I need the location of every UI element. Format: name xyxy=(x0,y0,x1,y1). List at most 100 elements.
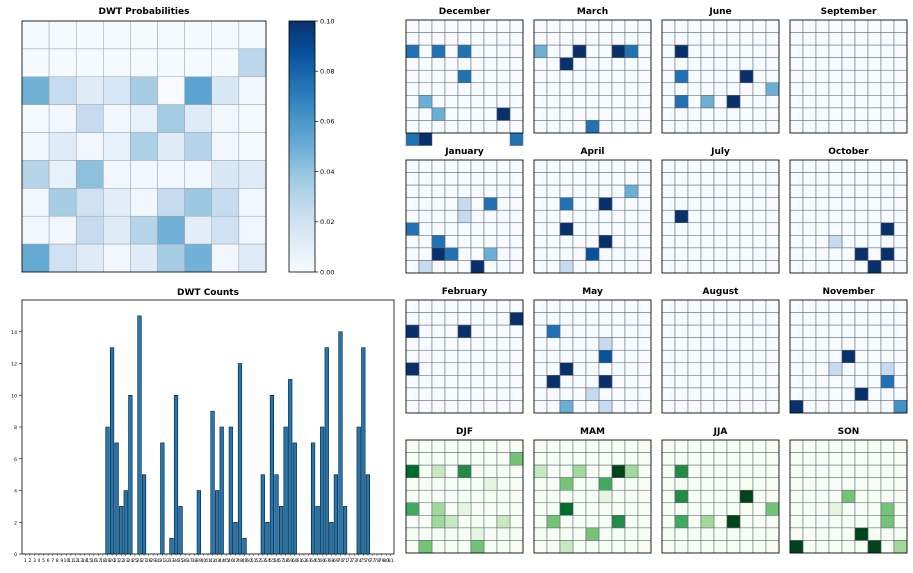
grid-cell xyxy=(713,172,728,186)
grid-cell xyxy=(802,159,817,173)
grid-cell xyxy=(624,260,639,274)
grid-cell xyxy=(687,107,702,121)
grid-cell xyxy=(765,184,780,198)
grid-cell xyxy=(611,209,626,224)
grid-cell xyxy=(700,260,715,274)
grid-cell xyxy=(687,32,702,46)
grid-cell xyxy=(867,32,882,46)
grid-cell xyxy=(624,120,639,134)
grid-cell xyxy=(789,324,804,338)
count-bar xyxy=(160,442,165,555)
grid-cell xyxy=(854,32,869,46)
count-bar xyxy=(356,426,361,555)
grid-cell xyxy=(752,69,767,84)
grid-cell xyxy=(418,44,433,58)
grid-cell xyxy=(431,69,446,84)
filled-cell xyxy=(585,527,600,541)
grid-cell xyxy=(828,439,843,453)
grid-cell xyxy=(509,222,524,236)
grid-cell xyxy=(598,95,613,109)
y-tick-label: 2 xyxy=(14,520,17,526)
grid-cell xyxy=(418,464,433,478)
grid-cell xyxy=(585,324,600,338)
month-frame xyxy=(661,299,780,414)
count-bar xyxy=(233,522,238,555)
grid-cell xyxy=(752,452,767,466)
heat-cell xyxy=(48,160,77,189)
grid-cell xyxy=(789,375,804,389)
grid-cell xyxy=(546,44,561,58)
grid-cell xyxy=(726,120,741,134)
grid-cell xyxy=(418,400,433,414)
x-tick-label: 58 xyxy=(283,558,289,564)
grid-cell xyxy=(893,82,908,96)
grid-cell xyxy=(546,337,561,351)
grid-cell xyxy=(739,172,754,186)
x-tick-label: 65 xyxy=(315,558,321,564)
grid-cell xyxy=(867,82,882,96)
filled-cell xyxy=(739,69,754,84)
heat-cell xyxy=(75,160,104,189)
grid-cell xyxy=(598,82,613,96)
heat-cell xyxy=(103,48,131,78)
grid-cell xyxy=(726,464,741,478)
month-frame xyxy=(789,299,908,414)
grid-cell xyxy=(509,172,524,186)
grid-cell xyxy=(867,312,882,326)
grid-cell xyxy=(509,502,524,516)
filled-cell xyxy=(624,44,639,58)
x-tick-label: 13 xyxy=(77,558,83,564)
grid-cell xyxy=(880,477,895,491)
grid-cell xyxy=(624,312,639,326)
heat-cell xyxy=(238,188,267,217)
grid-cell xyxy=(739,337,754,351)
grid-cell xyxy=(713,222,728,236)
grid-cell xyxy=(431,299,446,313)
filled-cell xyxy=(483,197,498,211)
grid-cell xyxy=(444,464,459,478)
colorbar-tick-label: 0.02 xyxy=(320,218,334,226)
grid-cell xyxy=(496,337,511,351)
grid-cell xyxy=(880,172,895,186)
grid-cell xyxy=(802,515,817,529)
grid-cell xyxy=(841,502,856,516)
grid-cell xyxy=(815,540,830,554)
heat-cell xyxy=(157,20,185,50)
count-bar xyxy=(219,426,224,555)
grid-cell xyxy=(841,452,856,466)
grid-cell xyxy=(470,95,485,109)
grid-cell xyxy=(457,337,472,351)
grid-cell xyxy=(483,95,498,109)
grid-cell xyxy=(854,540,869,554)
filled-cell xyxy=(496,515,511,529)
grid-cell xyxy=(483,172,498,186)
count-bar xyxy=(265,522,270,555)
grid-cell xyxy=(893,247,908,261)
filled-cell xyxy=(598,477,613,491)
filled-cell xyxy=(405,362,420,376)
grid-cell xyxy=(854,159,869,173)
grid-cell xyxy=(765,209,780,224)
grid-cell xyxy=(661,312,676,326)
grid-cell xyxy=(572,159,587,173)
grid-cell xyxy=(546,184,561,198)
filled-cell xyxy=(457,69,472,84)
x-tick-label: 25 xyxy=(132,558,138,564)
grid-cell xyxy=(661,247,676,261)
grid-cell xyxy=(739,32,754,46)
grid-cell xyxy=(726,349,741,364)
x-tick-label: 39 xyxy=(196,558,202,564)
grid-cell xyxy=(752,527,767,541)
month-title: SON xyxy=(838,427,860,437)
grid-cell xyxy=(444,32,459,46)
grid-cell xyxy=(509,527,524,541)
grid-cell xyxy=(815,349,830,364)
month-frame xyxy=(405,439,524,554)
x-tick-label: 42 xyxy=(210,558,216,564)
grid-cell xyxy=(637,197,652,211)
grid-cell xyxy=(880,159,895,173)
filled-cell xyxy=(789,540,804,554)
grid-cell xyxy=(405,477,420,491)
grid-cell xyxy=(828,260,843,274)
grid-cell xyxy=(867,464,882,478)
